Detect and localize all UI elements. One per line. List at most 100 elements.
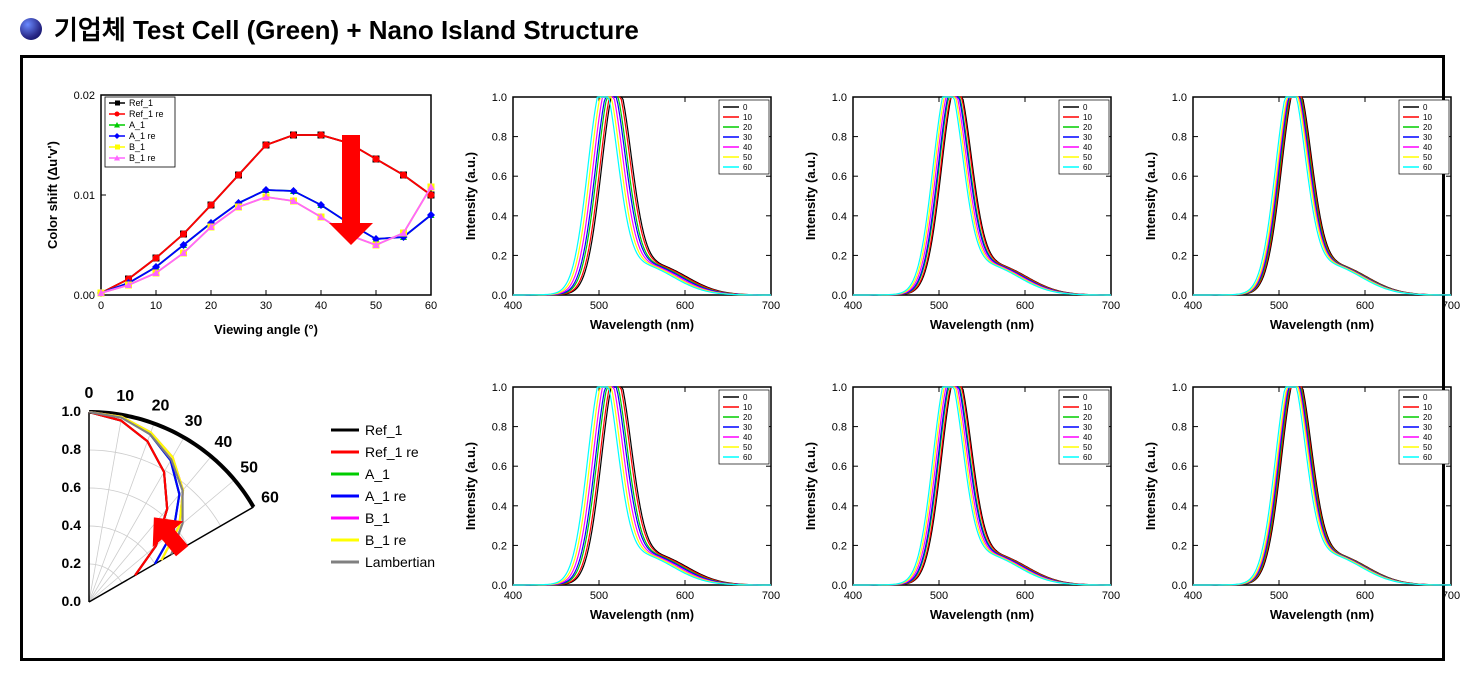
svg-text:700: 700 [1442,300,1460,312]
svg-text:0.00: 0.00 [74,290,95,302]
svg-text:500: 500 [1270,590,1288,602]
svg-text:600: 600 [1016,300,1034,312]
svg-text:30: 30 [743,423,752,432]
svg-text:20: 20 [1083,413,1092,422]
svg-text:1.0: 1.0 [1172,92,1187,104]
svg-text:0: 0 [1083,393,1088,402]
svg-text:0.8: 0.8 [832,132,847,144]
svg-text:10: 10 [1423,113,1432,122]
svg-text:0.4: 0.4 [1172,211,1187,223]
svg-text:0.2: 0.2 [1172,250,1187,262]
svg-text:60: 60 [261,490,279,507]
svg-text:A_1 re: A_1 re [129,131,156,141]
svg-text:1.0: 1.0 [832,382,847,394]
svg-text:10: 10 [1083,113,1092,122]
svg-text:Wavelength (nm): Wavelength (nm) [930,317,1034,332]
svg-text:0.4: 0.4 [1172,501,1187,513]
svg-text:40: 40 [315,300,327,312]
svg-text:0.6: 0.6 [1172,171,1187,183]
svg-text:700: 700 [1442,590,1460,602]
svg-text:0.6: 0.6 [492,171,507,183]
svg-text:0.01: 0.01 [74,190,95,202]
svg-text:0.0: 0.0 [1172,290,1187,302]
svg-text:B_1 re: B_1 re [129,153,156,163]
svg-text:B_1 re: B_1 re [365,532,406,548]
svg-text:600: 600 [676,300,694,312]
svg-text:0.0: 0.0 [832,580,847,592]
svg-text:0.6: 0.6 [62,479,82,495]
svg-text:1.0: 1.0 [62,403,82,419]
svg-text:Intensity (a.u.): Intensity (a.u.) [1143,152,1158,240]
svg-text:60: 60 [425,300,437,312]
svg-text:0.02: 0.02 [74,90,95,102]
svg-text:20: 20 [743,413,752,422]
spectrum-chart-r1c1: 4005006007000.00.20.40.60.81.0Wavelength… [461,85,791,335]
svg-text:0.4: 0.4 [832,501,847,513]
svg-text:0.2: 0.2 [492,540,507,552]
svg-text:0: 0 [1423,103,1428,112]
spectrum-chart-r2c3: 4005006007000.00.20.40.60.81.0Wavelength… [1141,375,1465,625]
svg-text:Viewing angle (°): Viewing angle (°) [214,322,318,337]
svg-text:1.0: 1.0 [1172,382,1187,394]
svg-text:0.0: 0.0 [832,290,847,302]
svg-text:0.0: 0.0 [62,593,82,609]
svg-text:0.8: 0.8 [492,422,507,434]
svg-text:Ref_1: Ref_1 [129,98,153,108]
svg-text:50: 50 [240,460,258,477]
svg-text:0.6: 0.6 [832,461,847,473]
svg-text:20: 20 [205,300,217,312]
svg-text:10: 10 [1083,403,1092,412]
svg-text:Intensity (a.u.): Intensity (a.u.) [803,442,818,530]
chart-panel: 01020304050600.000.010.02Viewing angle (… [20,55,1445,661]
svg-text:60: 60 [743,163,752,172]
svg-text:50: 50 [1083,153,1092,162]
svg-text:0.0: 0.0 [492,580,507,592]
svg-text:Wavelength (nm): Wavelength (nm) [590,317,694,332]
svg-text:700: 700 [762,300,780,312]
svg-text:0.0: 0.0 [492,290,507,302]
svg-text:30: 30 [1423,423,1432,432]
svg-text:20: 20 [152,398,170,415]
svg-text:600: 600 [1016,590,1034,602]
svg-text:30: 30 [743,133,752,142]
svg-text:10: 10 [1423,403,1432,412]
svg-text:Ref_1 re: Ref_1 re [365,444,419,460]
svg-text:30: 30 [185,413,203,430]
svg-text:30: 30 [1423,133,1432,142]
title-text: 기업체 Test Cell (Green) + Nano Island Stru… [54,10,639,47]
svg-text:60: 60 [1083,453,1092,462]
svg-text:40: 40 [1083,143,1092,152]
svg-text:30: 30 [1083,133,1092,142]
svg-text:0.2: 0.2 [1172,540,1187,552]
svg-text:B_1: B_1 [129,142,145,152]
svg-text:0.8: 0.8 [1172,132,1187,144]
svg-text:Wavelength (nm): Wavelength (nm) [1270,607,1374,622]
svg-text:40: 40 [743,433,752,442]
svg-text:Intensity (a.u.): Intensity (a.u.) [803,152,818,240]
slide-title: 기업체 Test Cell (Green) + Nano Island Stru… [20,10,1445,47]
polar-chart: 01020304050600.00.20.40.60.81.0Ref_1Ref_… [41,370,451,630]
svg-text:0: 0 [743,103,748,112]
svg-text:60: 60 [1423,163,1432,172]
svg-text:0.2: 0.2 [492,250,507,262]
svg-text:600: 600 [1356,300,1374,312]
spectrum-chart-r2c1: 4005006007000.00.20.40.60.81.0Wavelength… [461,375,791,625]
svg-text:0: 0 [85,385,94,402]
svg-text:600: 600 [1356,590,1374,602]
svg-text:50: 50 [1423,443,1432,452]
svg-text:Intensity (a.u.): Intensity (a.u.) [1143,442,1158,530]
svg-text:0: 0 [743,393,748,402]
svg-text:Intensity (a.u.): Intensity (a.u.) [463,152,478,240]
svg-text:0: 0 [1083,103,1088,112]
svg-text:10: 10 [150,300,162,312]
svg-text:1.0: 1.0 [492,92,507,104]
svg-text:0.2: 0.2 [62,555,82,571]
svg-text:700: 700 [1102,300,1120,312]
svg-text:50: 50 [743,153,752,162]
svg-text:30: 30 [260,300,272,312]
svg-text:50: 50 [1423,153,1432,162]
svg-text:20: 20 [743,123,752,132]
svg-text:0.8: 0.8 [1172,422,1187,434]
svg-text:0.4: 0.4 [62,517,82,533]
svg-text:20: 20 [1423,413,1432,422]
